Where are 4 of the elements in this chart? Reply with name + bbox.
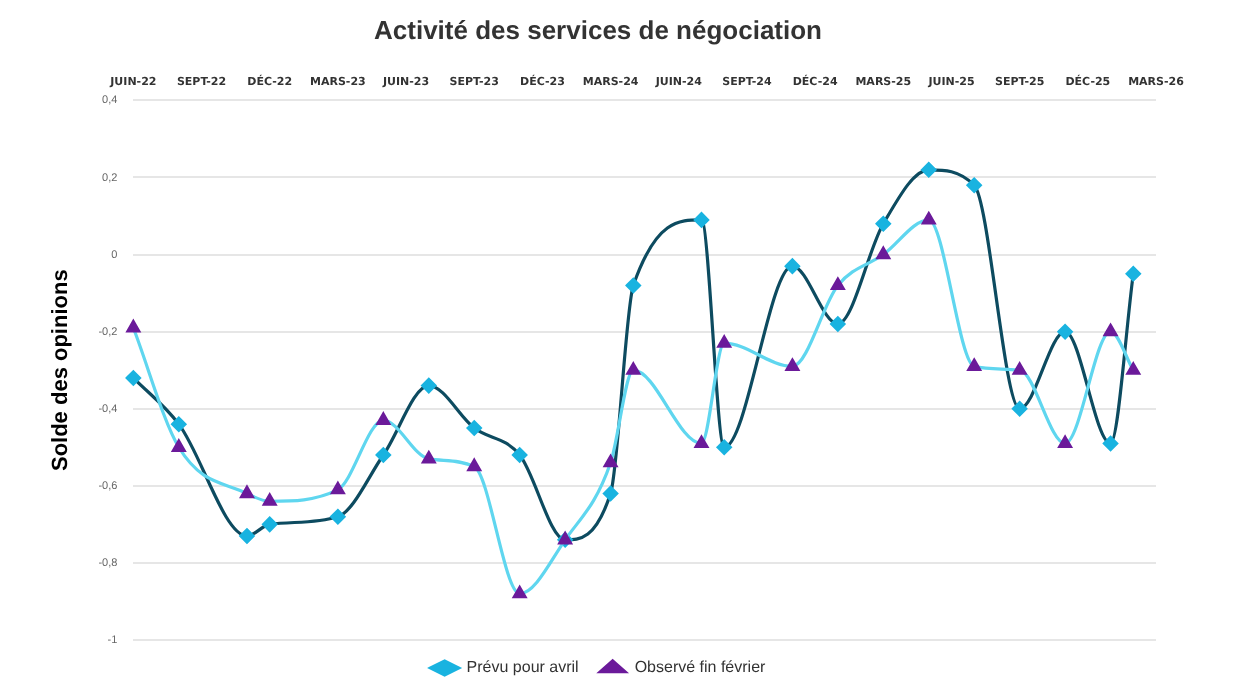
legend-label: Observé fin février: [634, 658, 767, 677]
chart-title: Activité des services de négociation: [374, 14, 823, 45]
legend-label: Prévu pour avril: [466, 658, 580, 677]
y-axis-title: Solde des opinions: [49, 269, 74, 472]
